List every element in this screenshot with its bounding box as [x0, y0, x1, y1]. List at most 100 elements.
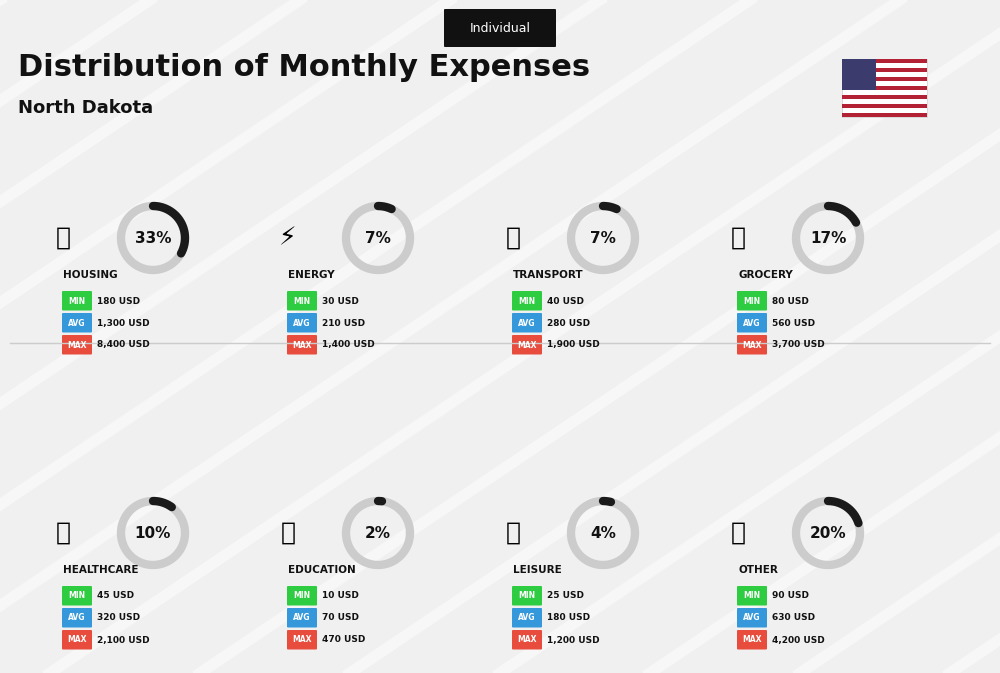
- Text: 1,900 USD: 1,900 USD: [547, 341, 600, 349]
- FancyBboxPatch shape: [842, 112, 927, 117]
- Text: 17%: 17%: [810, 230, 846, 246]
- Text: GROCERY: GROCERY: [738, 270, 793, 280]
- Text: 90 USD: 90 USD: [772, 592, 809, 600]
- Text: MAX: MAX: [67, 341, 87, 349]
- Text: 560 USD: 560 USD: [772, 318, 815, 328]
- FancyBboxPatch shape: [62, 291, 92, 310]
- FancyBboxPatch shape: [287, 630, 317, 649]
- Text: 45 USD: 45 USD: [97, 592, 134, 600]
- Text: 10%: 10%: [135, 526, 171, 540]
- Text: 70 USD: 70 USD: [322, 614, 359, 623]
- Text: MIN: MIN: [293, 592, 311, 600]
- Text: MIN: MIN: [68, 297, 86, 306]
- FancyBboxPatch shape: [842, 85, 927, 90]
- Text: TRANSPORT: TRANSPORT: [513, 270, 584, 280]
- Text: 25 USD: 25 USD: [547, 592, 584, 600]
- FancyBboxPatch shape: [842, 104, 927, 108]
- Text: North Dakota: North Dakota: [18, 99, 153, 117]
- Text: 280 USD: 280 USD: [547, 318, 590, 328]
- Text: AVG: AVG: [518, 614, 536, 623]
- FancyBboxPatch shape: [62, 586, 92, 606]
- Text: HEALTHCARE: HEALTHCARE: [63, 565, 138, 575]
- Text: AVG: AVG: [743, 614, 761, 623]
- Text: MIN: MIN: [743, 297, 761, 306]
- Text: MAX: MAX: [67, 635, 87, 645]
- Text: MAX: MAX: [292, 635, 312, 645]
- Text: MAX: MAX: [742, 341, 762, 349]
- FancyBboxPatch shape: [737, 335, 767, 355]
- FancyBboxPatch shape: [287, 586, 317, 606]
- FancyBboxPatch shape: [512, 630, 542, 649]
- Text: 🚌: 🚌: [506, 226, 521, 250]
- Text: MAX: MAX: [742, 635, 762, 645]
- FancyBboxPatch shape: [287, 608, 317, 627]
- FancyBboxPatch shape: [62, 335, 92, 355]
- FancyBboxPatch shape: [512, 291, 542, 310]
- Text: 💰: 💰: [731, 521, 746, 545]
- Text: 4,200 USD: 4,200 USD: [772, 635, 825, 645]
- FancyBboxPatch shape: [842, 59, 876, 90]
- Text: 40 USD: 40 USD: [547, 297, 584, 306]
- FancyBboxPatch shape: [62, 313, 92, 332]
- Text: 10 USD: 10 USD: [322, 592, 359, 600]
- Text: MIN: MIN: [518, 592, 536, 600]
- Text: 🛒: 🛒: [731, 226, 746, 250]
- Text: Individual: Individual: [470, 22, 530, 34]
- Text: 8,400 USD: 8,400 USD: [97, 341, 150, 349]
- FancyBboxPatch shape: [512, 608, 542, 627]
- Text: 470 USD: 470 USD: [322, 635, 365, 645]
- Text: 80 USD: 80 USD: [772, 297, 809, 306]
- Text: 🛍: 🛍: [506, 521, 521, 545]
- Text: 1,200 USD: 1,200 USD: [547, 635, 600, 645]
- Text: 30 USD: 30 USD: [322, 297, 359, 306]
- Text: ⚡: ⚡: [279, 226, 297, 250]
- Text: 320 USD: 320 USD: [97, 614, 140, 623]
- Text: 180 USD: 180 USD: [547, 614, 590, 623]
- FancyBboxPatch shape: [737, 313, 767, 332]
- FancyBboxPatch shape: [62, 608, 92, 627]
- FancyBboxPatch shape: [512, 586, 542, 606]
- FancyBboxPatch shape: [842, 68, 927, 73]
- FancyBboxPatch shape: [287, 313, 317, 332]
- FancyBboxPatch shape: [737, 630, 767, 649]
- Text: AVG: AVG: [518, 318, 536, 328]
- Text: 180 USD: 180 USD: [97, 297, 140, 306]
- Text: 7%: 7%: [590, 230, 616, 246]
- FancyBboxPatch shape: [512, 313, 542, 332]
- Text: MIN: MIN: [518, 297, 536, 306]
- Text: 🎓: 🎓: [280, 521, 296, 545]
- Text: AVG: AVG: [68, 614, 86, 623]
- Text: 2,100 USD: 2,100 USD: [97, 635, 150, 645]
- Text: MIN: MIN: [293, 297, 311, 306]
- Text: MIN: MIN: [743, 592, 761, 600]
- Text: 1,400 USD: 1,400 USD: [322, 341, 375, 349]
- FancyBboxPatch shape: [842, 59, 927, 63]
- Text: 33%: 33%: [135, 230, 171, 246]
- FancyBboxPatch shape: [287, 291, 317, 310]
- FancyBboxPatch shape: [842, 95, 927, 99]
- FancyBboxPatch shape: [737, 586, 767, 606]
- Text: MAX: MAX: [292, 341, 312, 349]
- Text: OTHER: OTHER: [738, 565, 778, 575]
- FancyBboxPatch shape: [444, 9, 556, 47]
- Text: 3,700 USD: 3,700 USD: [772, 341, 825, 349]
- Text: 🏢: 🏢: [55, 226, 70, 250]
- Text: 20%: 20%: [810, 526, 846, 540]
- Text: AVG: AVG: [293, 318, 311, 328]
- FancyBboxPatch shape: [62, 630, 92, 649]
- Text: 630 USD: 630 USD: [772, 614, 815, 623]
- Text: HOUSING: HOUSING: [63, 270, 118, 280]
- Text: AVG: AVG: [68, 318, 86, 328]
- Text: 1,300 USD: 1,300 USD: [97, 318, 150, 328]
- FancyBboxPatch shape: [737, 291, 767, 310]
- Text: MIN: MIN: [68, 592, 86, 600]
- Text: 210 USD: 210 USD: [322, 318, 365, 328]
- Text: 🏥: 🏥: [55, 521, 70, 545]
- Text: LEISURE: LEISURE: [513, 565, 562, 575]
- Text: ENERGY: ENERGY: [288, 270, 335, 280]
- Text: EDUCATION: EDUCATION: [288, 565, 356, 575]
- Text: 4%: 4%: [590, 526, 616, 540]
- Text: 2%: 2%: [365, 526, 391, 540]
- Text: MAX: MAX: [517, 635, 537, 645]
- Text: 7%: 7%: [365, 230, 391, 246]
